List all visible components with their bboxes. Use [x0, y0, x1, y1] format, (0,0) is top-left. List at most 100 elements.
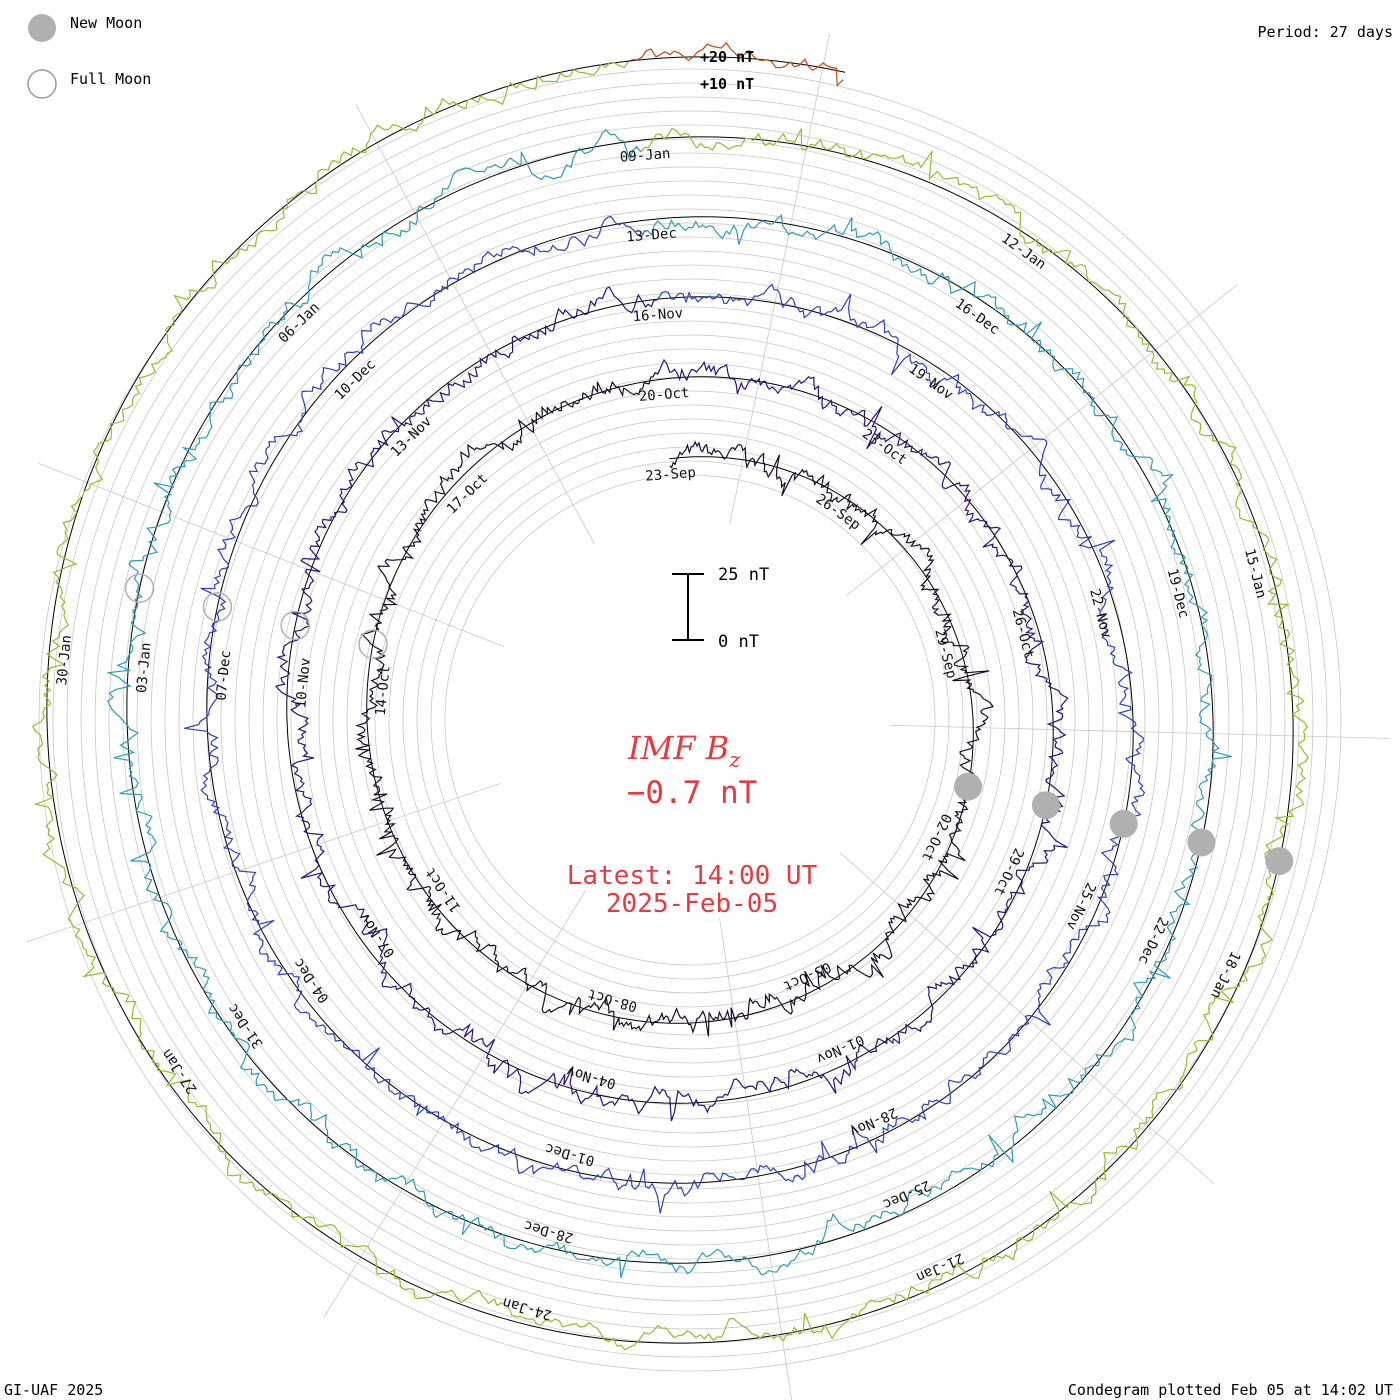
date-label: 13-Nov [388, 414, 435, 461]
ring-scale: +20 nT +10 nT [700, 48, 754, 93]
date-label: 16-Nov [632, 305, 684, 325]
bz-trace-rotation-6 [632, 41, 844, 87]
parameter-title-main: IMF B [627, 729, 729, 767]
bz-trace-rotation-1 [355, 369, 994, 1037]
period-spoke [355, 104, 595, 545]
ring-label-plus20: +20 nT [700, 48, 754, 66]
moon-markers [124, 573, 1294, 876]
date-label: 29-Oct [990, 845, 1026, 898]
period-spoke [323, 890, 586, 1318]
scale-bar-top-label: 25 nT [718, 565, 769, 585]
grid-ring [318, 348, 1062, 1092]
parameter-title: IMF Bz [627, 729, 741, 772]
period-spoke [889, 724, 1390, 739]
grid-ring [234, 264, 1146, 1176]
grid-ring [304, 334, 1076, 1106]
grid-ring [136, 166, 1244, 1274]
center-readout: IMF Bz −0.7 nT Latest: 14:00 UT 2025-Feb… [567, 729, 818, 919]
grid-ring [108, 138, 1272, 1302]
grid-ring [416, 446, 964, 994]
bz-trace-rotation-3 [184, 215, 1146, 1214]
new-moon-marker [1187, 828, 1216, 857]
new-moon-icon [28, 14, 56, 42]
date-label: 03-Jan [134, 642, 155, 694]
scale-bar-bottom-label: 0 nT [718, 632, 759, 652]
data-traces [32, 41, 1309, 1351]
date-label: 14-Oct [373, 665, 394, 717]
scale-bar: 25 nT 0 nT [672, 565, 769, 652]
parameter-value: −0.7 nT [627, 775, 758, 811]
grid-ring [388, 418, 992, 1022]
date-label: 10-Nov [293, 657, 314, 709]
date-label: 04-Nov [565, 1063, 618, 1092]
date-label: 28-Nov [847, 1104, 900, 1140]
zero-baseline [286, 299, 1054, 1104]
new-moon-marker [954, 772, 983, 801]
grid-ring [52, 82, 1328, 1358]
ring-label-plus10: +10 nT [700, 75, 754, 93]
full-moon-marker [358, 629, 388, 659]
grid-ring [164, 194, 1216, 1246]
grid-ring [192, 222, 1188, 1218]
full-moon-marker [124, 573, 155, 603]
date-label: 23-Sep [645, 465, 697, 485]
date-label: 22-Nov [1086, 587, 1114, 640]
period-spoke [839, 852, 1215, 1185]
date-label: 20-Oct [638, 385, 690, 405]
period-spoke [26, 783, 501, 943]
date-label: 04-Dec [291, 955, 333, 1006]
grid-ring [402, 432, 978, 1008]
footer-plotted: Condegram plotted Feb 05 at 14:02 UT [1067, 1381, 1393, 1399]
new-moon-marker [1031, 791, 1060, 820]
date-label: 02-Oct [918, 811, 954, 864]
period-spoke [846, 283, 1239, 596]
legend-new-moon-label: New Moon [70, 14, 142, 32]
grid-ring [150, 180, 1230, 1260]
period-spoke [38, 463, 505, 648]
bz-trace-rotation-5 [32, 59, 1309, 1351]
parameter-title-subscript: z [728, 748, 741, 772]
grid-ring [220, 250, 1160, 1190]
grid-ring [276, 306, 1104, 1134]
latest-date: 2025-Feb-05 [606, 889, 778, 919]
zero-baseline [366, 379, 974, 1024]
period-spoke [719, 917, 792, 1400]
new-moon-marker [1265, 847, 1294, 876]
grid-ring [66, 96, 1314, 1344]
date-label: 15-Jan [1241, 547, 1269, 600]
period-spoke [729, 33, 831, 525]
grid-ring [374, 404, 1006, 1036]
date-label: 25-Nov [1063, 880, 1099, 933]
date-label: 09-Jan [619, 146, 671, 166]
full-moon-icon [27, 69, 57, 99]
grid-ring [38, 68, 1342, 1372]
zero-baseline [46, 61, 1294, 1344]
footer-credit: GI-UAF 2025 [4, 1381, 104, 1399]
grid-ring [360, 390, 1020, 1050]
bz-trace-rotation-2 [274, 286, 1069, 1122]
grid-ring [262, 292, 1118, 1148]
grid-ring [80, 110, 1300, 1330]
period-spokes [26, 33, 1390, 1400]
legend: New Moon Full Moon [27, 14, 151, 99]
period-label: Period: 27 days [1257, 23, 1393, 41]
full-moon-marker [280, 610, 310, 641]
full-moon-marker [202, 592, 233, 622]
date-label: 19-Dec [1164, 567, 1192, 620]
grid-ring [290, 320, 1090, 1120]
date-label: 08-Oct [586, 985, 639, 1014]
grid-ring [332, 362, 1048, 1078]
grid-ring [430, 460, 950, 980]
legend-full-moon-label: Full Moon [70, 70, 151, 88]
date-label: 07-Dec [214, 649, 235, 701]
date-label: 28-Dec [522, 1217, 575, 1246]
grid-ring [94, 124, 1286, 1316]
latest-time: Latest: 14:00 UT [567, 861, 818, 891]
date-label: 30-Jan [54, 634, 75, 686]
bz-trace-rotation-4 [106, 128, 1232, 1278]
grid-ring [444, 474, 936, 966]
date-label: 13-Dec [626, 226, 678, 246]
grid-ring [178, 208, 1202, 1232]
new-moon-marker [1109, 809, 1138, 838]
